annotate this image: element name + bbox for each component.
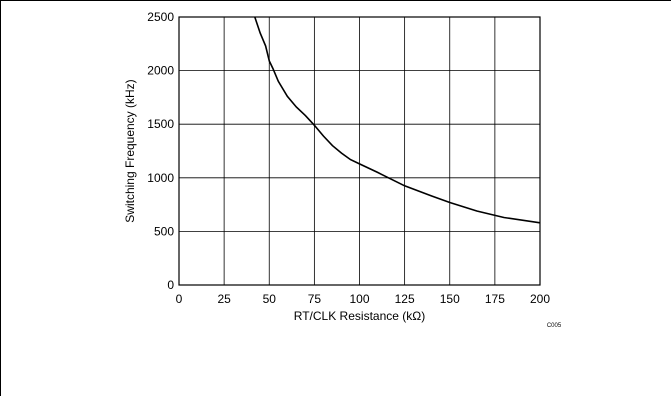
y-tick-labels: 0 500 1000 1500 2000 2500 <box>147 10 174 292</box>
plot-area-border <box>178 16 541 286</box>
y-axis-title: Switching Frequency (kHz) <box>123 79 137 222</box>
frame-top-border <box>0 0 671 1</box>
x-tick-labels: 0 25 50 75 100 125 150 175 200 <box>176 292 551 306</box>
x-tick-label: 200 <box>530 292 550 306</box>
x-tick-label: 50 <box>263 292 277 306</box>
x-axis-title: RT/CLK Resistance (kΩ) <box>294 309 425 323</box>
x-tick-label: 25 <box>217 292 231 306</box>
x-tick-label: 0 <box>176 292 183 306</box>
y-tick-label: 2500 <box>147 10 174 24</box>
figure-code-label: C005 <box>547 323 562 329</box>
y-tick-label: 1000 <box>147 171 174 185</box>
x-tick-label: 100 <box>349 292 369 306</box>
y-tick-label: 2000 <box>147 64 174 78</box>
y-tick-label: 0 <box>167 278 174 292</box>
x-tick-label: 75 <box>308 292 322 306</box>
frame-left-border <box>0 0 1 396</box>
grid-lines <box>178 16 541 286</box>
y-tick-label: 500 <box>154 224 174 238</box>
x-tick-label: 150 <box>440 292 460 306</box>
series-line <box>254 16 541 224</box>
x-tick-label: 125 <box>395 292 415 306</box>
y-tick-label: 1500 <box>147 117 174 131</box>
x-tick-label: 175 <box>485 292 505 306</box>
